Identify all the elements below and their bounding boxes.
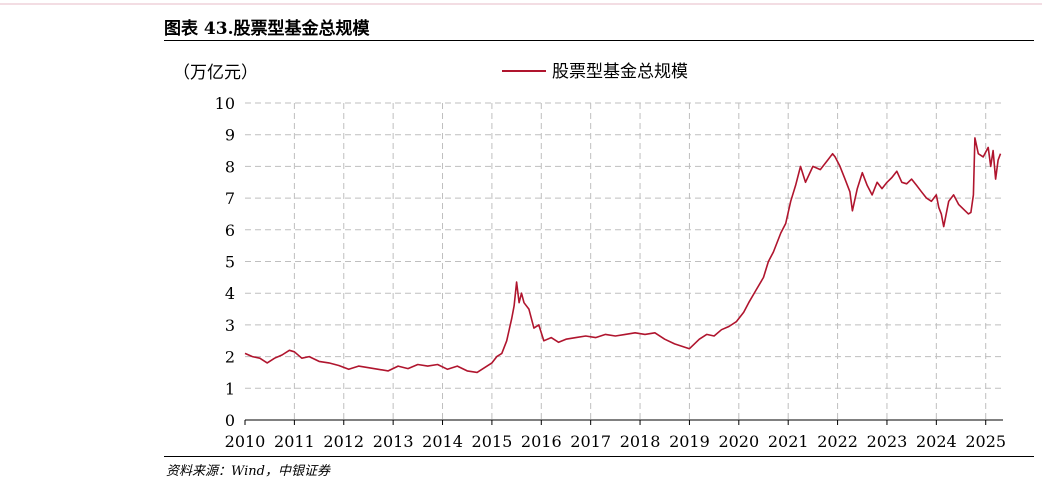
y-tick-label: 7 bbox=[225, 189, 235, 208]
x-tick-label: 2014 bbox=[422, 432, 463, 451]
x-tick-label: 2023 bbox=[867, 432, 908, 451]
x-tick-labels: 2010 2011 2012 2013 2014 2015 2016 2017 2018 2019… bbox=[225, 432, 1006, 451]
source-note: 资料来源：Wind，中银证券 bbox=[166, 464, 330, 479]
y-tick-labels: 0 1 2 3 4 5 6 7 8 9 10 bbox=[215, 94, 235, 430]
x-tick-label: 2022 bbox=[817, 432, 858, 451]
legend: 股票型基金总规模 bbox=[502, 62, 688, 82]
chart-title: 图表 43.股票型基金总规模 bbox=[164, 19, 370, 39]
top-accent-rule bbox=[0, 3, 1042, 5]
y-tick-label: 9 bbox=[225, 126, 235, 145]
x-tick-label: 2010 bbox=[225, 432, 266, 451]
x-tick-label: 2015 bbox=[472, 432, 513, 451]
x-tick-label: 2024 bbox=[916, 432, 957, 451]
grid-lines bbox=[245, 102, 1003, 420]
y-tick-label: 2 bbox=[225, 348, 235, 367]
series-line bbox=[244, 137, 1002, 374]
x-tick-label: 2018 bbox=[620, 432, 661, 451]
x-tick-label: 2012 bbox=[323, 432, 364, 451]
legend-label: 股票型基金总规模 bbox=[552, 62, 688, 82]
x-tick-label: 2017 bbox=[570, 432, 611, 451]
x-tick-label: 2016 bbox=[521, 432, 562, 451]
y-tick-label: 1 bbox=[225, 379, 235, 398]
y-tick-label: 5 bbox=[225, 253, 235, 272]
x-tick-label: 2019 bbox=[669, 432, 710, 451]
x-tick-label: 2013 bbox=[373, 432, 414, 451]
axes bbox=[244, 419, 1003, 425]
x-tick-label: 2021 bbox=[768, 432, 809, 451]
y-tick-label: 4 bbox=[225, 284, 235, 303]
title-underline bbox=[164, 40, 1034, 41]
y-axis-unit-label: （万亿元） bbox=[173, 63, 258, 83]
y-tick-label: 3 bbox=[225, 316, 235, 335]
y-tick-label: 0 bbox=[225, 411, 235, 430]
y-tick-label: 10 bbox=[215, 94, 235, 113]
x-tick-label: 2025 bbox=[965, 432, 1006, 451]
y-tick-label: 8 bbox=[225, 157, 235, 176]
footer-rule bbox=[164, 456, 1034, 457]
x-tick-label: 2020 bbox=[718, 432, 759, 451]
x-tick-label: 2011 bbox=[274, 432, 315, 451]
y-tick-label: 6 bbox=[225, 221, 235, 240]
